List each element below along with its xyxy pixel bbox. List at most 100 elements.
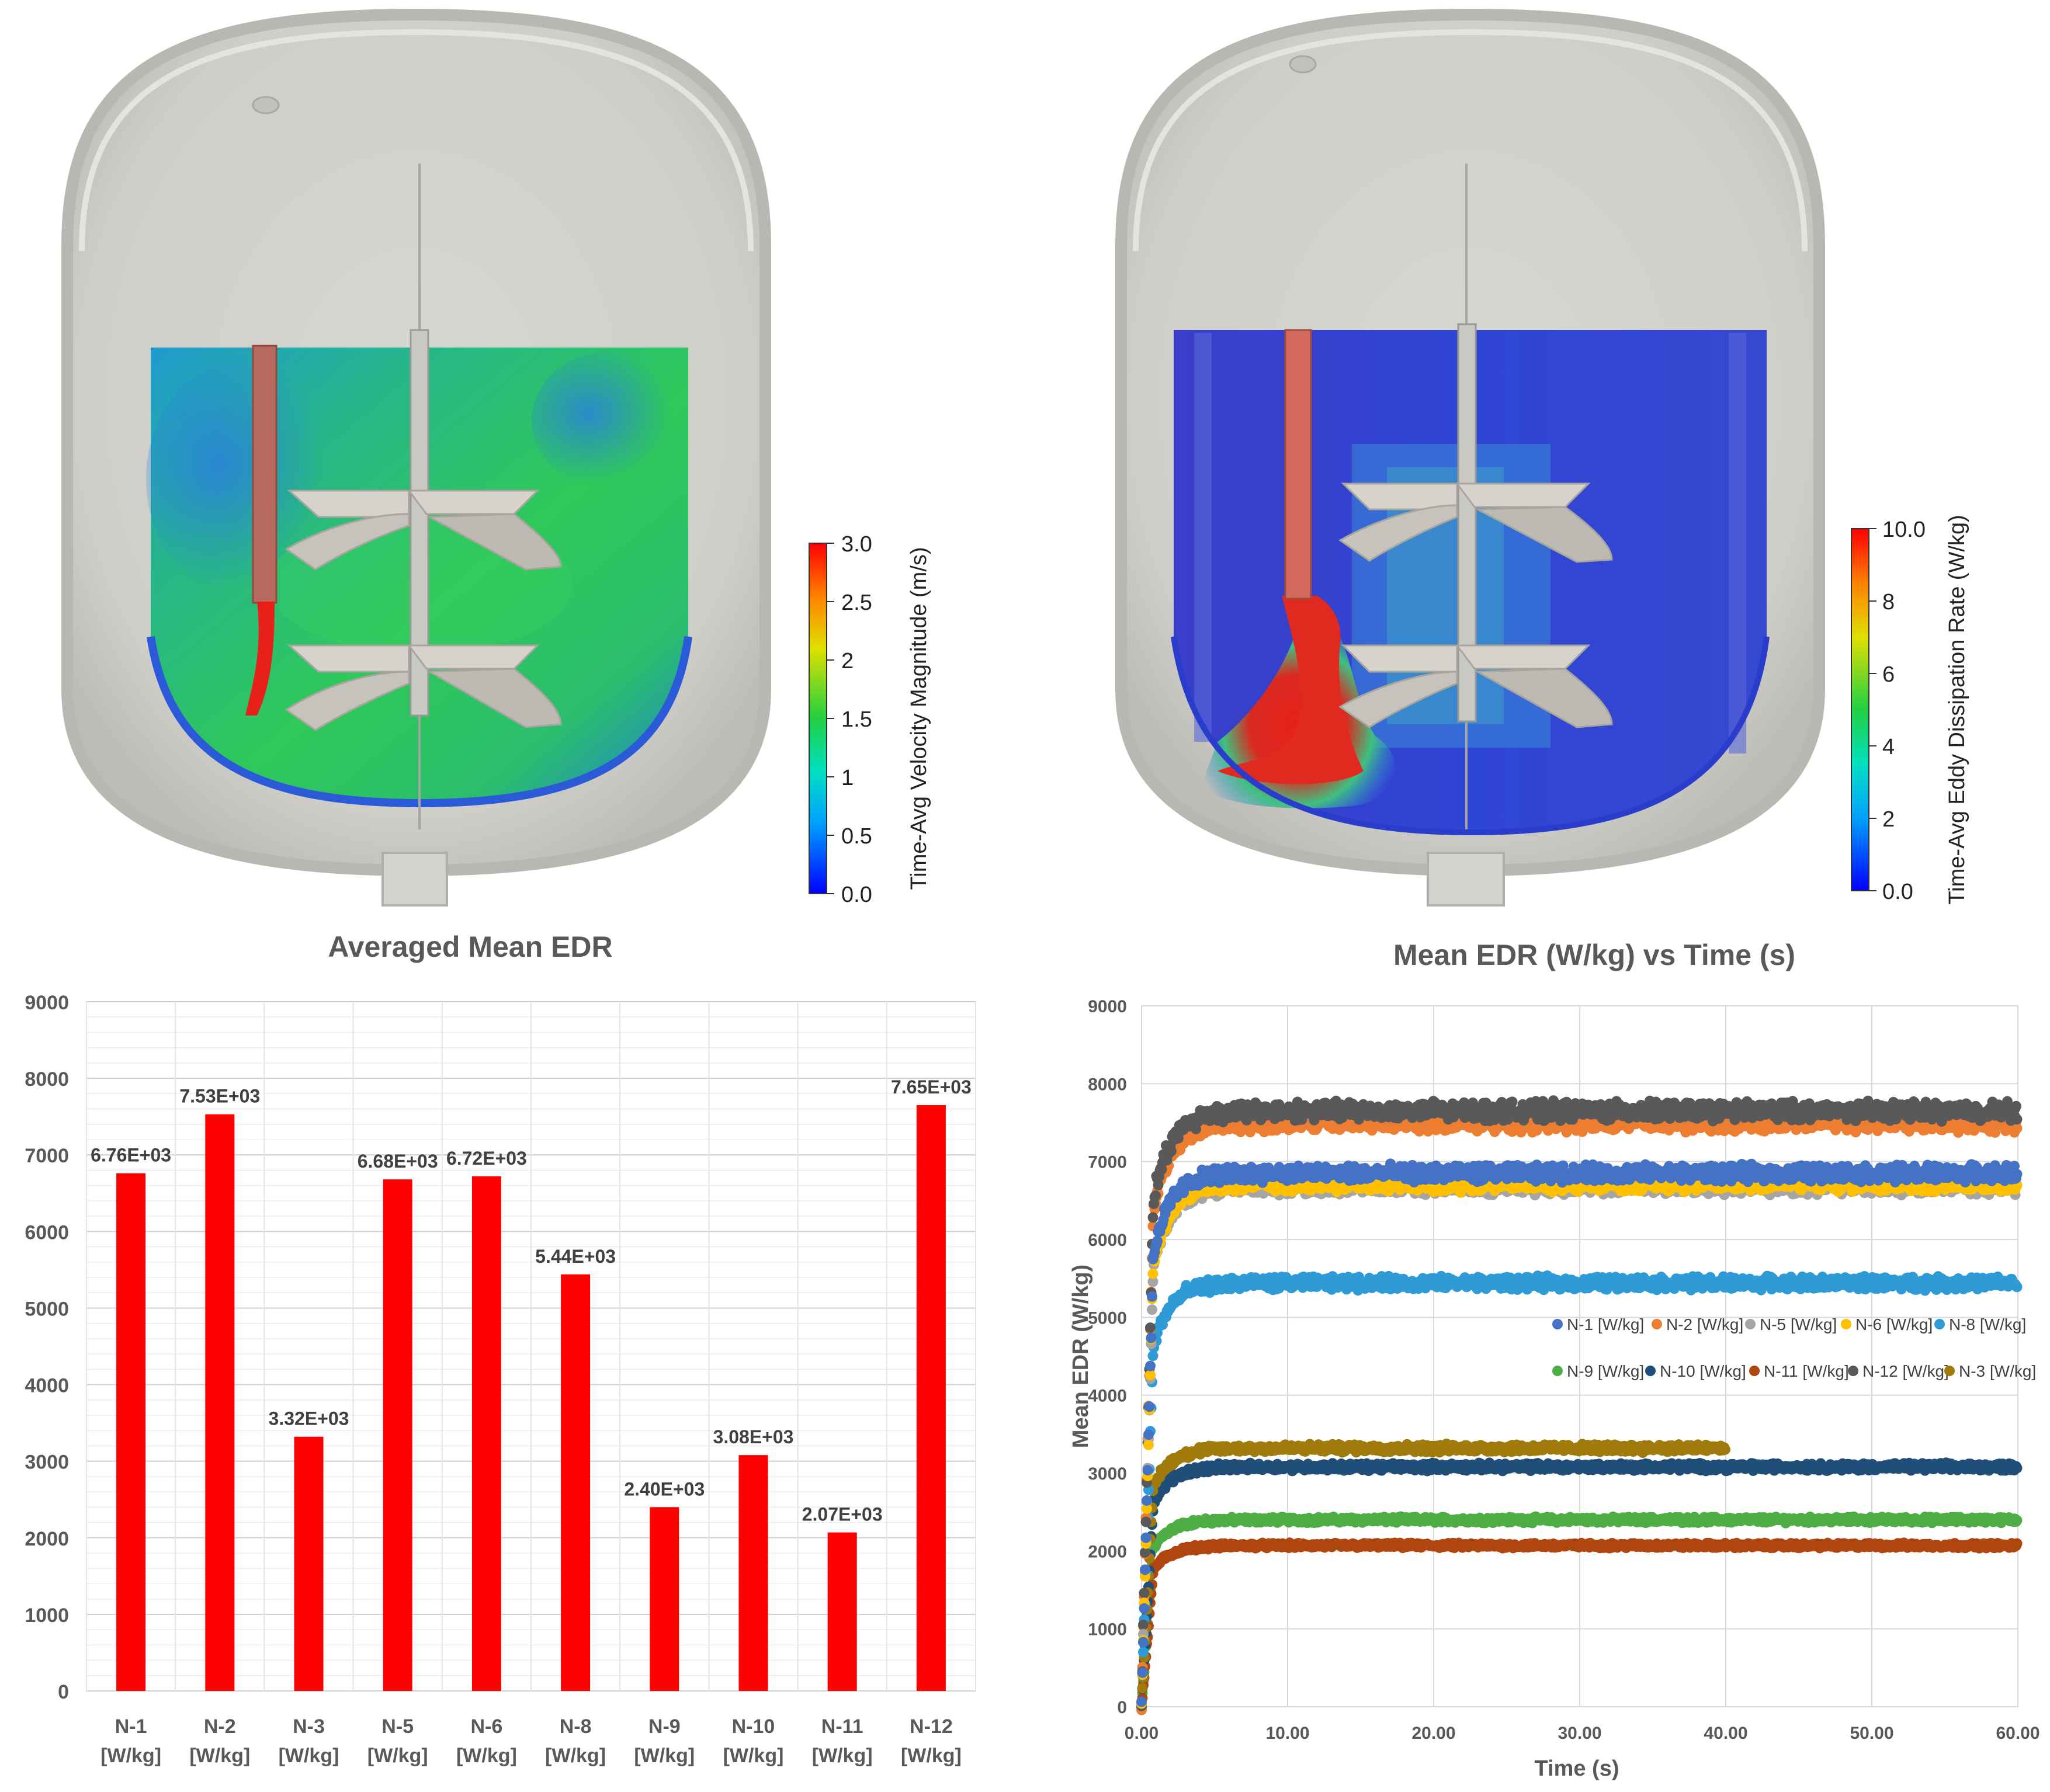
edr-colorbar-tick: 10.0 (1882, 518, 1926, 542)
line-y-tick: 9000 (1088, 997, 1127, 1016)
edr-colorbar-tick: 8 (1882, 590, 1895, 614)
velocity-contour-image: 3.0 2.5 2 1.5 1 0.5 0.0 Time-Avg Velocity Magn… (61, 8, 931, 907)
series-point (2011, 1538, 2023, 1549)
edr-colorbar-tick: 0.0 (1882, 880, 1913, 904)
bar (650, 1507, 679, 1691)
bar-y-tick: 0 (58, 1681, 69, 1703)
velocity-contour-view: 3.0 2.5 2 1.5 1 0.5 0.0 Time-Avg Velocity Magn… (0, 0, 1025, 911)
top-port (252, 96, 280, 114)
bar-y-tick: 7000 (25, 1145, 69, 1167)
bar (916, 1105, 946, 1691)
edr-colorbar-tick: 4 (1882, 735, 1895, 759)
line-chart-svg: Mean EDR (W/kg) vs Time (s) 010002000300… (1069, 939, 2040, 1781)
bar-data-label: 6.68E+03 (358, 1151, 438, 1172)
bar-chart-svg: Averaged Mean EDR 0100020003000400050006… (25, 930, 976, 1767)
line-x-tick: 60.00 (1996, 1724, 2039, 1743)
series-point (1720, 1444, 1730, 1455)
bar-data-label: 7.65E+03 (891, 1076, 972, 1098)
bar (561, 1274, 591, 1691)
bar (738, 1455, 768, 1691)
bar-x-tick: N-9 (648, 1715, 681, 1738)
bar-y-tick: 9000 (25, 992, 69, 1014)
bar-data-label: 2.40E+03 (624, 1478, 705, 1499)
upper-impeller (1338, 482, 1613, 563)
bar-x-tick-unit: [W/kg] (100, 1745, 161, 1767)
velocity-colorbar (809, 543, 827, 894)
averaged-mean-edr-chart: Averaged Mean EDR 0 1000 2000 3000 4000 5000 6… (0, 911, 1025, 1792)
bar-x-tick: N-10 (732, 1715, 775, 1738)
lower-impeller (285, 644, 562, 731)
bar-x-tick-unit: [W/kg] (545, 1745, 606, 1767)
bar-y-tick: 2000 (25, 1528, 69, 1550)
bar-x-tick: N-5 (381, 1715, 414, 1738)
line-y-tick: 3000 (1088, 1464, 1127, 1484)
bar-x-tick-unit: [W/kg] (279, 1745, 339, 1767)
line-x-tick: 40.00 (1704, 1724, 1747, 1743)
bar-y-tick: 6000 (25, 1221, 69, 1244)
bar-x-tick-unit: [W/kg] (456, 1745, 517, 1767)
velocity-colorbar-tick: 0.0 (841, 883, 872, 907)
velocity-colorbar-tick: 1 (841, 766, 854, 790)
bar (294, 1436, 324, 1691)
series-point (2011, 1463, 2023, 1474)
line-y-tick: 5000 (1088, 1308, 1127, 1328)
dip-tube (1284, 329, 1312, 600)
lower-impeller (1338, 644, 1613, 728)
edr-colorbar-title: Time-Avg Eddy Dissipation Rate (W/kg) (1945, 515, 1969, 904)
line-x-tick: 10.00 (1265, 1724, 1309, 1743)
velocity-colorbar-tick: 3.0 (841, 532, 872, 557)
line-chart-title: Mean EDR (W/kg) vs Time (s) (1393, 939, 1795, 971)
edr-colorbar-tick: 6 (1882, 662, 1895, 687)
dip-tube (252, 345, 278, 604)
bar-data-label: 3.32E+03 (269, 1408, 349, 1429)
line-y-tick: 6000 (1088, 1231, 1127, 1250)
bottom-nozzle (381, 852, 448, 907)
bar (827, 1532, 857, 1691)
line-x-tick: 20.00 (1411, 1724, 1455, 1743)
line-y-tick: 8000 (1088, 1075, 1127, 1094)
edr-colorbar (1851, 528, 1869, 891)
upper-impeller (285, 489, 562, 571)
velocity-colorbar-tick: 0.5 (841, 824, 872, 849)
bar-x-tick-unit: [W/kg] (634, 1745, 695, 1767)
bar-data-label: 7.53E+03 (179, 1086, 260, 1107)
bar-x-tick-unit: [W/kg] (901, 1745, 962, 1767)
series-point (2011, 1515, 2023, 1526)
bar-y-tick: 5000 (25, 1298, 69, 1320)
bar-x-tick-unit: [W/kg] (189, 1745, 250, 1767)
line-y-tick: 0 (1117, 1698, 1127, 1717)
bar-x-tick-unit: [W/kg] (367, 1745, 428, 1767)
series-point (1137, 1683, 1148, 1694)
bar-x-tick: N-11 (821, 1715, 863, 1738)
bar-y-tick: 3000 (25, 1451, 69, 1474)
velocity-colorbar-title: Time-Avg Velocity Magnitude (m/s) (907, 547, 931, 890)
line-y-tick: 1000 (1088, 1620, 1127, 1640)
inlet-jet (245, 602, 275, 716)
bar-x-tick: N-2 (204, 1715, 236, 1738)
bar-x-tick-unit: [W/kg] (723, 1745, 784, 1767)
line-y-tick: 4000 (1088, 1387, 1127, 1406)
edr-contour-image: 10.0 8 6 4 2 0.0 Time-Avg Eddy Dissipation Ra… (1115, 8, 1969, 907)
edr-colorbar-tick: 2 (1882, 807, 1895, 832)
bar-x-tick: N-12 (910, 1715, 953, 1738)
bar-y-tick: 1000 (25, 1605, 69, 1627)
bar-x-tick: N-3 (293, 1715, 325, 1738)
bar (383, 1179, 412, 1691)
bar-data-label: 3.08E+03 (713, 1426, 794, 1447)
top-port (1289, 55, 1317, 74)
bar-data-label: 6.76E+03 (91, 1145, 171, 1166)
line-x-tick: 0.00 (1125, 1724, 1158, 1743)
bar (116, 1173, 146, 1691)
bar-data-label: 5.44E+03 (535, 1246, 616, 1267)
bar-data-label: 6.72E+03 (446, 1148, 527, 1169)
bar-data-label: 2.07E+03 (802, 1504, 883, 1525)
velocity-colorbar-tick: 1.5 (841, 707, 872, 732)
hot-jet-region (1217, 596, 1364, 784)
velocity-colorbar-tick: 2 (841, 649, 854, 673)
series-n-9-w-kg- (1136, 1511, 2023, 1712)
mean-edr-vs-time-chart: Mean EDR (W/kg) vs Time (s) 0 1000 2000 300… (1025, 911, 2050, 1792)
series-point (1138, 1647, 1149, 1658)
velocity-colorbar-tick: 2.5 (841, 591, 872, 615)
bar-x-tick-unit: [W/kg] (812, 1745, 873, 1767)
bar-x-tick: N-1 (115, 1715, 147, 1738)
